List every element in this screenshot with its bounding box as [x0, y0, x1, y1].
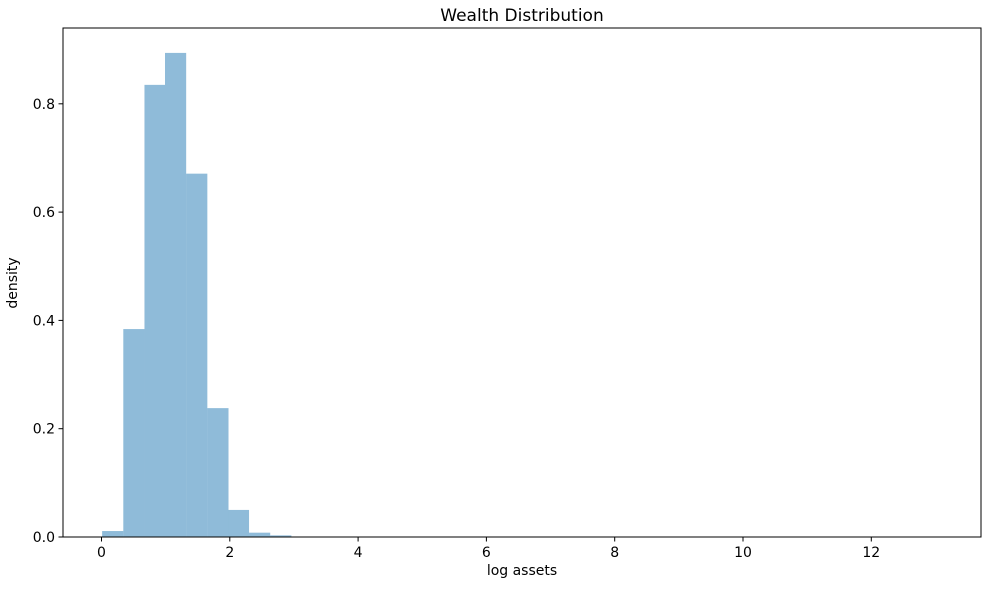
- histogram-bar: [165, 52, 187, 537]
- y-tick-label: 0.8: [33, 97, 55, 113]
- x-tick-label: 2: [225, 545, 234, 561]
- histogram-bar: [186, 173, 208, 537]
- y-tick-label: 0.6: [33, 205, 55, 221]
- x-tick-label: 6: [482, 545, 491, 561]
- histogram-bar: [207, 408, 229, 537]
- x-tick-label: 10: [734, 545, 752, 561]
- histogram-bar: [123, 329, 145, 537]
- x-tick-label: 0: [97, 545, 106, 561]
- chart-title: Wealth Distribution: [440, 6, 603, 26]
- x-tick-label: 8: [610, 545, 619, 561]
- x-axis-ticks: 0 2 4 6 8 10 12: [97, 537, 880, 561]
- x-tick-label: 12: [862, 545, 880, 561]
- y-axis-ticks: 0.0 0.2 0.4 0.6 0.8: [33, 97, 63, 546]
- histogram-bar: [228, 509, 250, 537]
- histogram-bar: [102, 531, 124, 537]
- x-tick-label: 4: [354, 545, 363, 561]
- histogram-bar: [144, 84, 165, 538]
- histogram-bars: [102, 52, 292, 538]
- plot-frame: [62, 27, 982, 538]
- y-tick-label: 0.4: [33, 313, 55, 329]
- x-axis-label: log assets: [487, 563, 557, 579]
- y-axis-label: density: [5, 257, 21, 308]
- axes-spines: [62, 27, 982, 538]
- y-tick-label: 0.0: [33, 530, 55, 546]
- histogram-bar: [249, 532, 271, 537]
- y-tick-label: 0.2: [33, 422, 55, 438]
- histogram-bar: [270, 535, 292, 537]
